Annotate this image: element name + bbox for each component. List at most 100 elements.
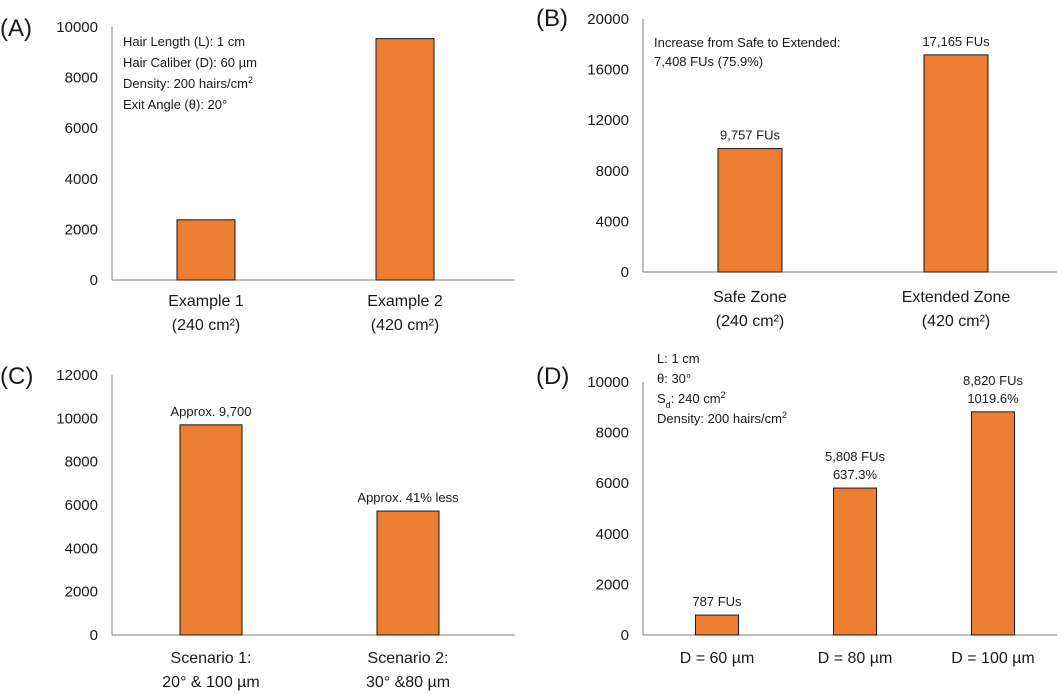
panel-a-annotation-line: Exit Angle (θ): 20° [123,97,227,112]
panel-c-yticks: 0 2000 4000 6000 8000 10000 12000 [56,367,98,644]
panel-b-label: (B) [536,5,568,32]
panel-d-data-label: 8,820 FUs [963,373,1023,388]
panel-d-annotation-line: S [657,391,666,406]
panel-d-category-label: D = 60 µm [680,650,755,667]
panel-a-ytick-label: 0 [90,272,98,289]
panel-c-category-label: Scenario 2: [368,650,449,667]
panel-b-category-label: (420 cm²) [922,313,990,330]
panel-a-annotation-line: Hair Length (L): 1 cm [123,34,245,49]
panel-a-ytick-label: 8000 [65,70,98,87]
panel-c-bar [179,424,243,636]
panel-c-ytick-label: 6000 [65,497,98,514]
panel-d-bars [695,411,1015,636]
panel-d-data-label: 787 FUs [692,594,742,609]
panel-b-annotation-line: 7,408 FUs (75.9%) [654,54,763,69]
panel-b-data-labels: 9,757 FUs 17,165 FUs [720,34,990,143]
panel-a-bar [176,219,236,281]
panel-c-ytick-label: 2000 [65,584,98,601]
panel-a-label: (A) [0,15,32,42]
panel-d-data-label: 1019.6% [967,391,1019,406]
panel-c-ytick-label: 0 [90,627,98,644]
panel-a-category-label: Example 2 [367,293,443,310]
panel-b-ytick-label: 4000 [596,213,629,230]
panel-a-ytick-label: 2000 [65,221,98,238]
panel-a-annotation-line: Hair Caliber (D): 60 µm [123,55,257,70]
panel-b-ytick-label: 0 [621,264,629,281]
panel-a-bar [375,38,435,281]
panel-b-ytick-label: 16000 [587,62,629,79]
panel-d-data-label: 637.3% [833,467,878,482]
panel-b-annotation-line: Increase from Safe to Extended: [654,35,840,50]
panel-d-ytick-label: 0 [621,627,629,644]
panel-d-annotation-line: L: 1 cm [657,351,700,366]
panel-c-data-label: Approx. 41% less [357,490,459,505]
panel-d-data-label: 5,808 FUs [825,449,885,464]
panel-d-yticks: 0 2000 4000 6000 8000 10000 [587,374,629,644]
panel-d-bar [833,487,877,636]
panel-c-ytick-label: 12000 [56,367,98,384]
panel-b-bar [717,148,783,273]
panel-d-ytick-label: 6000 [596,475,629,492]
panel-b-ytick-label: 8000 [596,163,629,180]
panel-c-bars [179,424,440,636]
panel-c-categories: Scenario 1: 20° & 100 µm Scenario 2: 30° &8… [162,650,450,691]
superscript-2: 2 [248,75,253,85]
panel-c-data-label: Approx. 9,700 [171,404,252,419]
panel-a-ytick-label: 4000 [65,171,98,188]
panel-b-category-label: Extended Zone [902,289,1011,306]
panel-d-ytick-label: 8000 [596,425,629,442]
panel-d-category-label: D = 100 µm [951,650,1034,667]
panel-d-categories: D = 60 µm D = 80 µm D = 100 µm [680,650,1035,667]
panel-c-data-labels: Approx. 9,700 Approx. 41% less [171,404,460,505]
panel-c-category-label: Scenario 1: [171,650,252,667]
panel-a-ytick-label: 6000 [65,120,98,137]
panel-b-ytick-label: 12000 [587,112,629,129]
panel-c-category-label: 30° &80 µm [366,674,450,691]
panel-d-annotation-line: Density: 200 hairs/cm [657,411,782,426]
panel-b-category-label: Safe Zone [713,289,787,306]
panel-d-data-labels: 787 FUs 5,808 FUs 637.3% 8,820 FUs 1019.6% [692,373,1023,609]
panel-b-data-label: 9,757 FUs [720,128,780,143]
panel-b-bars [717,54,989,273]
panel-a-bars [176,38,435,281]
panel-c-ytick-label: 8000 [65,454,98,471]
panel-d-bar [971,411,1015,636]
panel-a-category-label: Example 1 [168,293,244,310]
panel-b-category-label: (240 cm²) [716,313,784,330]
panel-d-label: (D) [536,363,569,390]
panel-a-category-label: (420 cm²) [371,317,439,334]
panel-a-annotation: Hair Length (L): 1 cm Hair Caliber (D): … [123,34,261,112]
panel-b-data-label: 17,165 FUs [922,34,990,49]
panel-a-annotation-line: Density: 200 hairs/cm [123,76,248,91]
panel-b-annotation: Increase from Safe to Extended: 7,408 FU… [654,35,844,69]
panel-b: (B) 0 4000 8000 12000 16000 20000 Safe Zone (2… [536,5,1057,330]
panel-d-bar [695,614,739,636]
superscript-2: 2 [721,390,726,400]
sd-rest: : 240 cm [671,391,721,406]
panel-c: (C) 0 2000 4000 6000 8000 10000 12000 Scenario… [0,363,515,691]
panel-b-bar [923,54,989,273]
panel-a: (A) 0 2000 4000 6000 8000 10000 Example 1 (240… [0,15,515,334]
panel-b-ytick-label: 20000 [587,11,629,28]
panel-d-annotation-line: θ: 30° [657,371,691,386]
panel-d-ytick-label: 2000 [596,576,629,593]
panel-c-category-label: 20° & 100 µm [162,674,259,691]
panel-a-category-label: (240 cm²) [172,317,240,334]
panel-c-label: (C) [0,363,33,390]
panel-d-ytick-label: 10000 [587,374,629,391]
panel-a-ytick-label: 10000 [56,19,98,36]
panel-d-ytick-label: 4000 [596,526,629,543]
panel-a-categories: Example 1 (240 cm²) Example 2 (420 cm²) [168,293,443,334]
superscript-2: 2 [782,410,787,420]
subscript-d: d [666,400,671,410]
panel-b-yticks: 0 4000 8000 12000 16000 20000 [587,11,629,281]
panel-d-category-label: D = 80 µm [818,650,893,667]
panel-a-yticks: 0 2000 4000 6000 8000 10000 [56,19,98,289]
panel-b-categories: Safe Zone (240 cm²) Extended Zone (420 cm²) [713,289,1010,330]
panel-d-annotation: L: 1 cm θ: 30° Sd: 240 cm2 Density: 200 … [657,351,787,426]
panel-c-ytick-label: 10000 [56,410,98,427]
panel-c-ytick-label: 4000 [65,540,98,557]
panel-c-bar [376,510,440,636]
